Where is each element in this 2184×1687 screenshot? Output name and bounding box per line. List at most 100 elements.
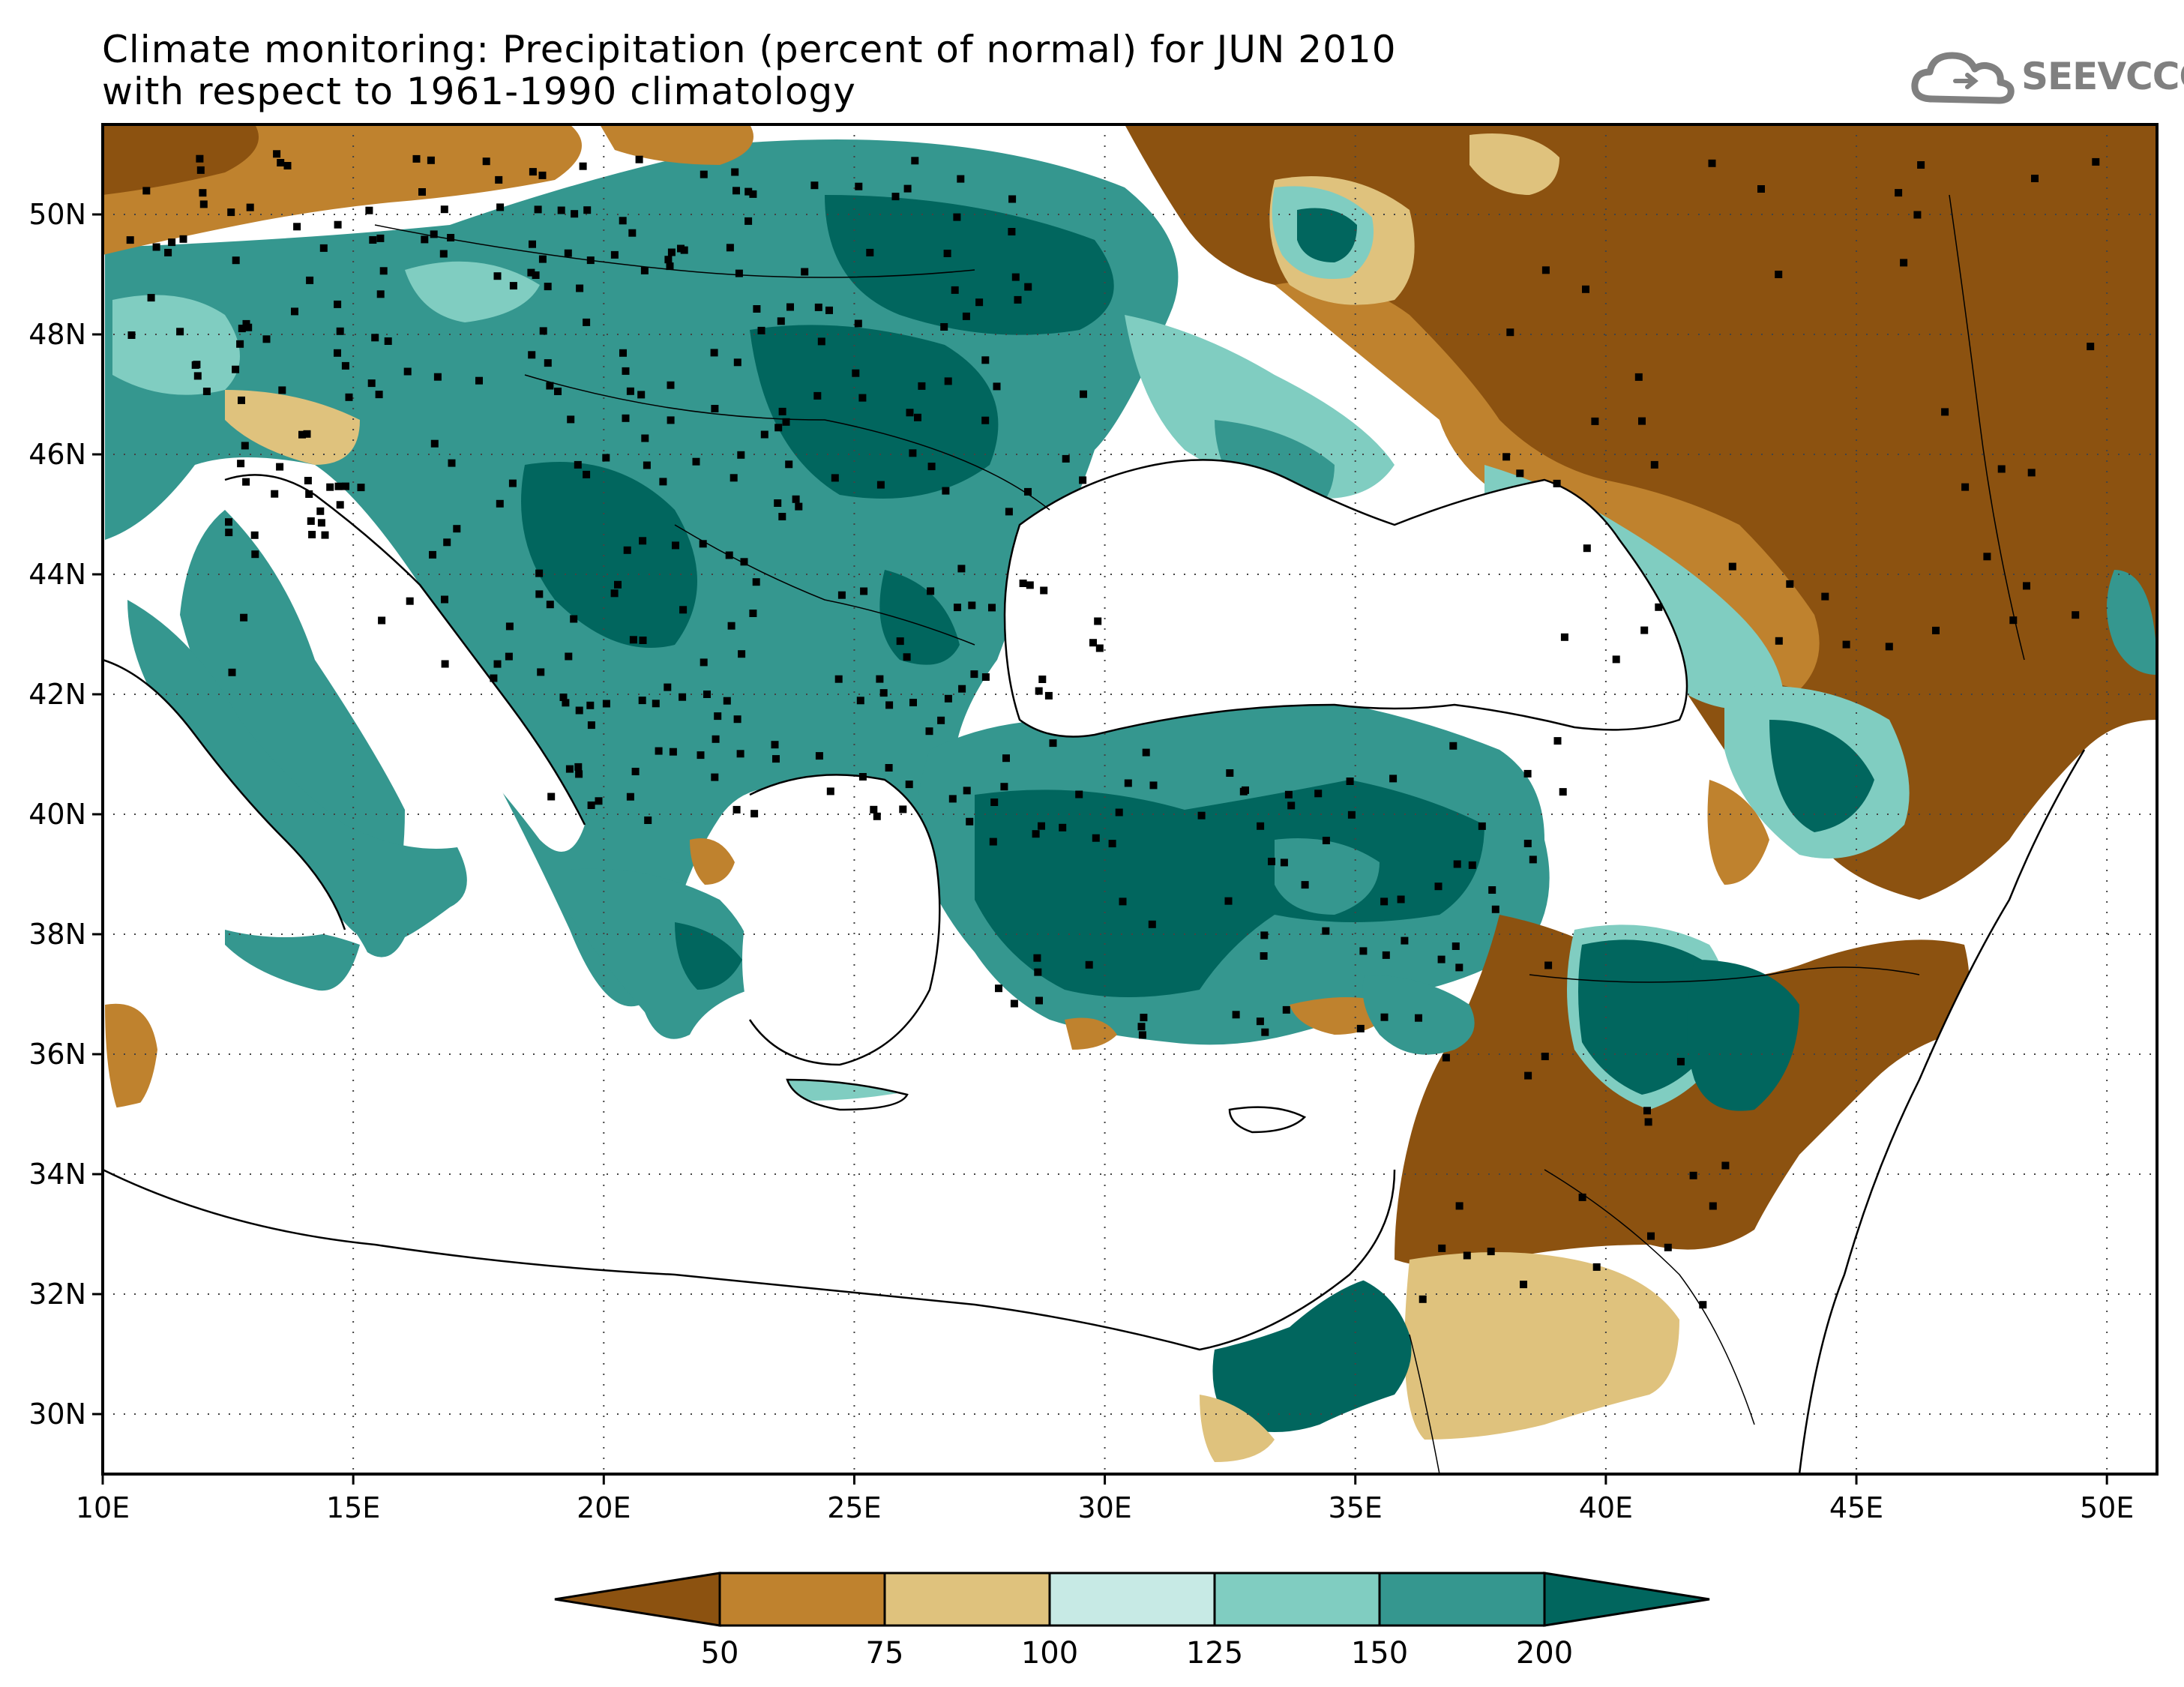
station-marker [1035,996,1043,1005]
station-marker [641,434,649,442]
station-marker [1035,687,1043,695]
station-marker [534,205,542,214]
station-marker [127,331,136,339]
station-marker [725,551,733,559]
station-marker [1689,1171,1697,1179]
station-marker [430,439,439,448]
lat-tick-label: 38N [28,918,86,951]
colorbar-bin [1378,1572,1546,1627]
station-marker [957,175,965,183]
station-marker [538,171,547,179]
station-marker [276,463,284,471]
station-marker [1452,942,1460,950]
station-marker [679,693,687,701]
station-marker [1523,769,1532,778]
station-marker [441,595,448,604]
station-marker [1640,626,1649,634]
station-marker [778,407,786,415]
region-greece [570,868,753,1039]
station-marker [858,394,867,402]
station-marker [403,367,412,376]
station-marker [995,984,1002,993]
station-marker [562,699,570,707]
station-marker [619,349,627,357]
station-marker [1488,886,1496,894]
colorbar-label: 50 [701,1636,739,1671]
station-marker [1591,417,1599,425]
station-marker [735,269,743,277]
station-marker [1075,790,1083,799]
station-marker [1437,955,1446,963]
station-marker [1523,840,1532,847]
station-marker [152,243,160,251]
station-marker [278,386,286,394]
station-marker [304,477,312,484]
station-marker [757,326,765,334]
station-marker [726,244,734,252]
colorbar-label: 100 [1021,1636,1078,1671]
station-marker [1699,1301,1707,1309]
station-marker [1775,271,1783,278]
station-marker [164,248,172,256]
station-marker [535,569,544,577]
station-marker [990,799,999,806]
station-marker [942,487,950,495]
station-marker [988,604,996,612]
station-marker [669,748,677,756]
station-marker [710,349,718,357]
station-marker [321,531,329,539]
station-marker [817,337,825,346]
station-marker [1583,544,1591,553]
station-marker [1085,960,1093,969]
station-marker [336,327,344,335]
station-marker [440,205,448,214]
station-marker [1529,855,1537,864]
station-marker [614,580,622,589]
station-marker [635,155,643,163]
station-marker [1149,781,1158,790]
station-marker [810,181,819,190]
station-marker [1008,228,1016,235]
station-marker [1544,961,1553,969]
station-marker [493,660,502,668]
station-marker [1389,775,1398,783]
black-sea [1005,460,1687,737]
colorbar-arrow-high [1543,1572,1710,1627]
station-marker [918,382,926,390]
station-marker [1634,373,1643,381]
station-marker [583,206,592,214]
station-marker [1197,811,1206,820]
station-marker [376,234,385,242]
station-marker [885,701,894,709]
station-marker [1664,1243,1672,1251]
station-marker [1983,553,1991,561]
station-marker [993,382,1001,391]
precipitation-field [103,124,2157,1474]
station-marker [2023,582,2030,590]
station-marker [283,162,292,169]
lat-tick-label: 42N [28,678,86,711]
station-marker [1553,479,1561,487]
station-marker [334,300,342,308]
station-marker [1356,1024,1365,1032]
station-marker [1941,408,1949,416]
station-marker [1895,189,1903,197]
station-marker [622,414,630,422]
station-marker [232,256,240,265]
station-marker [712,735,720,743]
station-marker [583,318,591,326]
station-marker [659,478,667,486]
station-marker [565,652,573,661]
station-marker [1232,1011,1240,1019]
station-marker [240,613,248,622]
station-marker [740,558,748,566]
station-marker [1011,273,1020,281]
station-marker [242,478,250,486]
station-marker [909,699,917,706]
station-marker [667,248,676,256]
station-marker [1708,159,1716,167]
station-marker [496,203,505,211]
station-marker [528,351,536,359]
station-marker [891,193,900,201]
station-marker [225,518,232,526]
